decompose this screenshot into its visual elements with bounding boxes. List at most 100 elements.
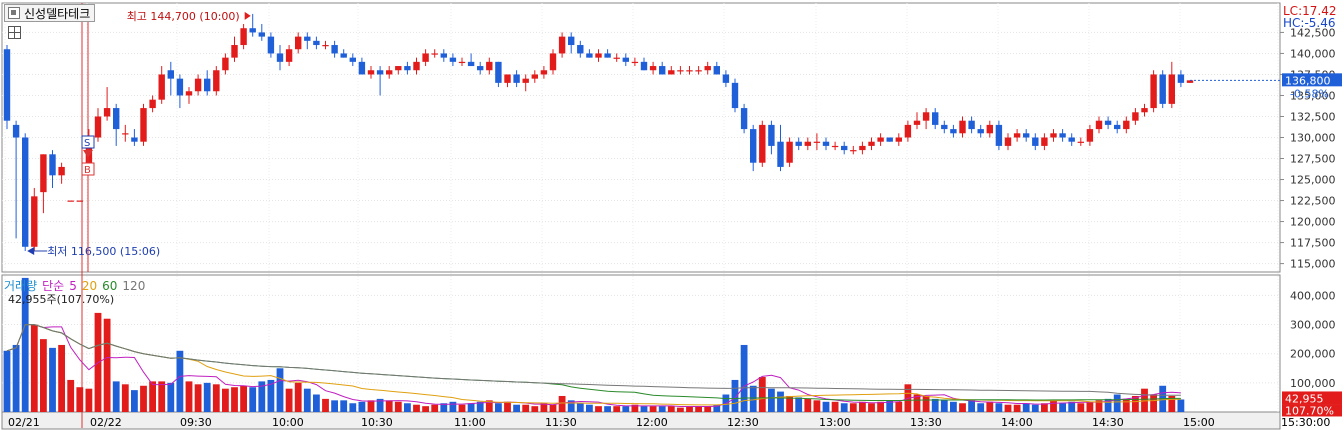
- volume-bar: [758, 377, 766, 412]
- candle-body: [349, 57, 356, 62]
- volume-ma120-line: [6, 324, 1181, 396]
- volume-bar: [121, 384, 129, 412]
- volume-bar: [658, 406, 666, 412]
- time-label: 12:30: [727, 416, 759, 429]
- volume-bar: [1141, 388, 1148, 412]
- time-label: 02/21: [8, 416, 40, 429]
- candle-body: [140, 108, 147, 142]
- volume-tick-label: 400,000: [1290, 289, 1336, 302]
- price-tick-label: 132,500: [1290, 110, 1336, 123]
- candle-body: [795, 141, 802, 146]
- candle-body: [386, 70, 393, 75]
- volume-bar: [140, 385, 147, 412]
- candle-body: [12, 124, 20, 138]
- current-change-label: -0.58%: [1290, 87, 1329, 100]
- candle-body: [376, 70, 384, 75]
- candle-body: [40, 154, 47, 193]
- volume-bar: [1122, 398, 1130, 412]
- window-menu-icon[interactable]: [8, 7, 20, 19]
- volume-bar: [831, 401, 839, 412]
- buy-arrow-icon: [83, 150, 93, 158]
- volume-bar: [868, 403, 875, 412]
- time-label: 09:30: [180, 416, 212, 429]
- volume-bar: [1104, 398, 1112, 412]
- candle-body: [67, 200, 74, 202]
- candle-body: [185, 91, 193, 96]
- ma5-label: 5: [69, 279, 77, 293]
- candle-body: [413, 61, 420, 71]
- volume-bar: [103, 318, 111, 412]
- candle-body: [304, 36, 311, 41]
- candle-body: [513, 74, 520, 83]
- low-label: 최저 116,500 (15:06): [47, 245, 160, 258]
- volume-bar: [276, 368, 284, 412]
- grid-icon[interactable]: [8, 26, 21, 39]
- volume-bar: [677, 407, 684, 412]
- volume-bar: [385, 400, 393, 412]
- volume-bar: [495, 403, 502, 412]
- candle-body: [868, 141, 875, 146]
- volume-legend[interactable]: 거래량 단순 5 20 60 120: [4, 277, 150, 294]
- volume-bar: [149, 381, 156, 412]
- low-arrow-icon: [27, 246, 35, 255]
- candle-body: [31, 196, 38, 247]
- volume-bar: [913, 394, 921, 412]
- candle-body: [577, 45, 584, 54]
- volume-bar: [1013, 404, 1021, 412]
- volume-bar: [849, 403, 857, 412]
- candle-body: [1177, 74, 1185, 83]
- stock-title-box[interactable]: 신성델타테크: [4, 4, 96, 22]
- candle-body: [176, 78, 184, 96]
- volume-bar: [640, 406, 648, 412]
- volume-tick-label: 100,000: [1290, 377, 1336, 390]
- volume-bar: [586, 404, 593, 412]
- candle-body: [1023, 133, 1030, 138]
- candle-body: [49, 154, 56, 176]
- volume-bar: [540, 403, 548, 412]
- volume-bar: [558, 395, 566, 412]
- volume-bar: [322, 398, 329, 412]
- candle-body: [686, 70, 693, 72]
- time-label: 10:30: [361, 416, 393, 429]
- volume-bar: [231, 387, 238, 412]
- candle-body: [113, 108, 120, 130]
- candle-body: [22, 137, 29, 247]
- candle-body: [267, 36, 275, 54]
- candle-body: [240, 28, 247, 46]
- time-label: 02/22: [90, 416, 122, 429]
- candle-body: [932, 112, 939, 125]
- candle-body: [276, 53, 284, 62]
- candle-body: [1059, 133, 1066, 138]
- candle-body: [850, 150, 857, 152]
- time-label: 15:30:00: [1281, 416, 1330, 429]
- volume-bar: [85, 388, 93, 412]
- time-label: 11:00: [454, 416, 486, 429]
- candle-body: [622, 57, 629, 62]
- candle-body: [750, 129, 757, 163]
- volume-bar: [340, 400, 348, 412]
- volume-bar: [30, 324, 38, 412]
- volume-bar: [413, 404, 420, 412]
- volume-bar: [704, 406, 712, 412]
- candle-body: [431, 53, 438, 55]
- candle-body: [649, 66, 657, 71]
- candle-body: [285, 49, 293, 62]
- candle-body: [204, 78, 211, 92]
- volume-bar: [877, 401, 884, 412]
- volume-bar: [513, 404, 520, 412]
- volume-ma5-line: [6, 324, 1181, 407]
- volume-bar: [859, 401, 866, 412]
- candle-body: [486, 61, 493, 71]
- price-tick-label: 130,000: [1290, 132, 1336, 145]
- candle-body: [722, 74, 730, 83]
- volume-bar: [1004, 404, 1012, 412]
- time-label: 13:30: [910, 416, 942, 429]
- candle-body: [295, 36, 302, 50]
- volume-bar: [185, 381, 193, 412]
- price-tick-label: 117,500: [1290, 237, 1336, 250]
- volume-bar: [631, 404, 639, 412]
- lc-value: LC:17.42: [1283, 4, 1337, 18]
- price-tick-label: 135,000: [1290, 89, 1336, 102]
- candle-body: [941, 124, 948, 130]
- candle-body: [1095, 120, 1103, 130]
